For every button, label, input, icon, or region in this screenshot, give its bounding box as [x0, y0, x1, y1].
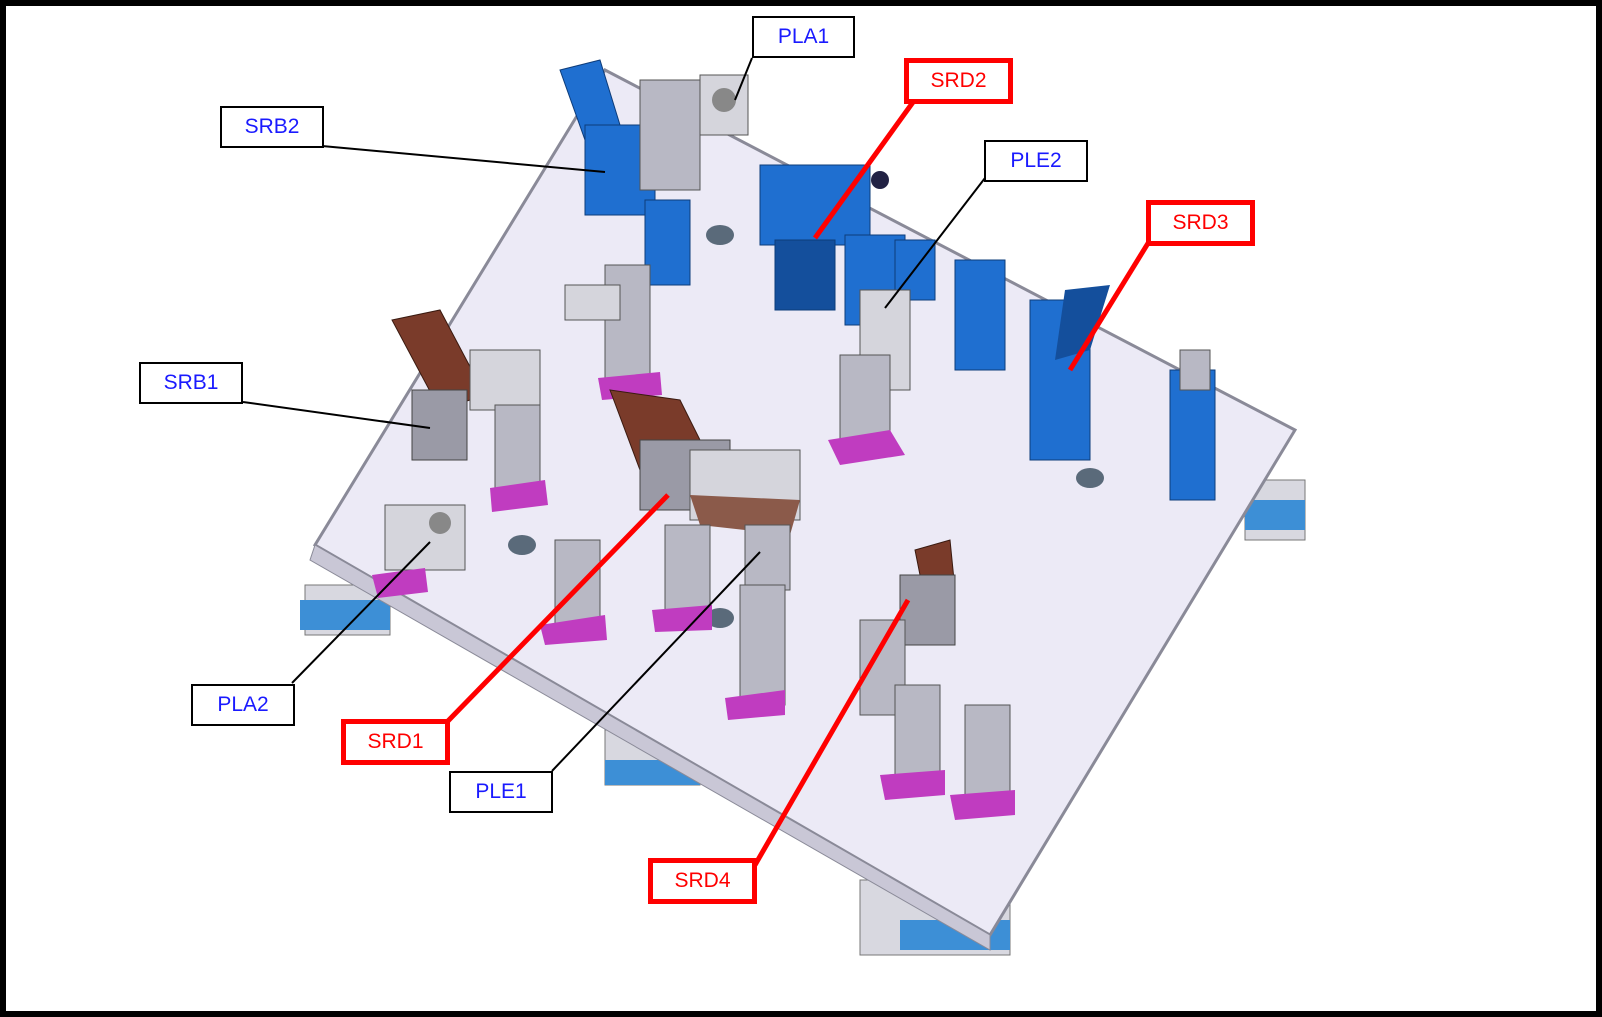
label-srd2: SRD2: [904, 58, 1013, 104]
label-ple2: PLE2: [984, 140, 1088, 182]
srb1-clamp-unit: [391, 309, 548, 512]
srb1-leader: [242, 401, 431, 429]
label-pla1: PLA1: [752, 16, 855, 58]
ple2-pin-unit: [828, 289, 911, 465]
label-srb1: SRB1: [139, 362, 243, 404]
pla2-leader: [291, 541, 431, 684]
plate-hole: [706, 608, 734, 628]
label-srb2: SRB2: [220, 106, 324, 148]
plate-hole: [508, 535, 536, 555]
srd3-leader: [1067, 238, 1153, 372]
label-srd4: SRD4: [648, 858, 757, 904]
blue-post-units: [954, 259, 1216, 501]
label-srd3: SRD3: [1146, 200, 1255, 246]
pla1-leader: [734, 57, 753, 101]
support-foot-pad: [1245, 500, 1305, 530]
srd1-clamp-unit: [609, 389, 801, 632]
plate-holes: [508, 225, 1104, 628]
base-plate-edge: [309, 544, 991, 951]
srd1-leader: [445, 493, 670, 724]
label-srd1: SRD1: [341, 719, 450, 765]
plate-hole: [1076, 468, 1104, 488]
ple1-leader: [551, 551, 761, 772]
srd2-leader: [812, 96, 919, 240]
plate-hole: [706, 225, 734, 245]
ple2-leader: [884, 177, 986, 309]
label-ple1: PLE1: [449, 771, 553, 813]
support-foot-pad: [300, 600, 390, 630]
label-pla2: PLA2: [191, 684, 295, 726]
srb2-clamp-unit: [559, 59, 749, 286]
srd4-leader: [752, 598, 911, 867]
pla2-pin-unit: [372, 504, 466, 598]
srb2-leader: [321, 145, 606, 173]
leader-lines: [242, 57, 1153, 867]
ple1-pin-unit: [540, 539, 786, 720]
